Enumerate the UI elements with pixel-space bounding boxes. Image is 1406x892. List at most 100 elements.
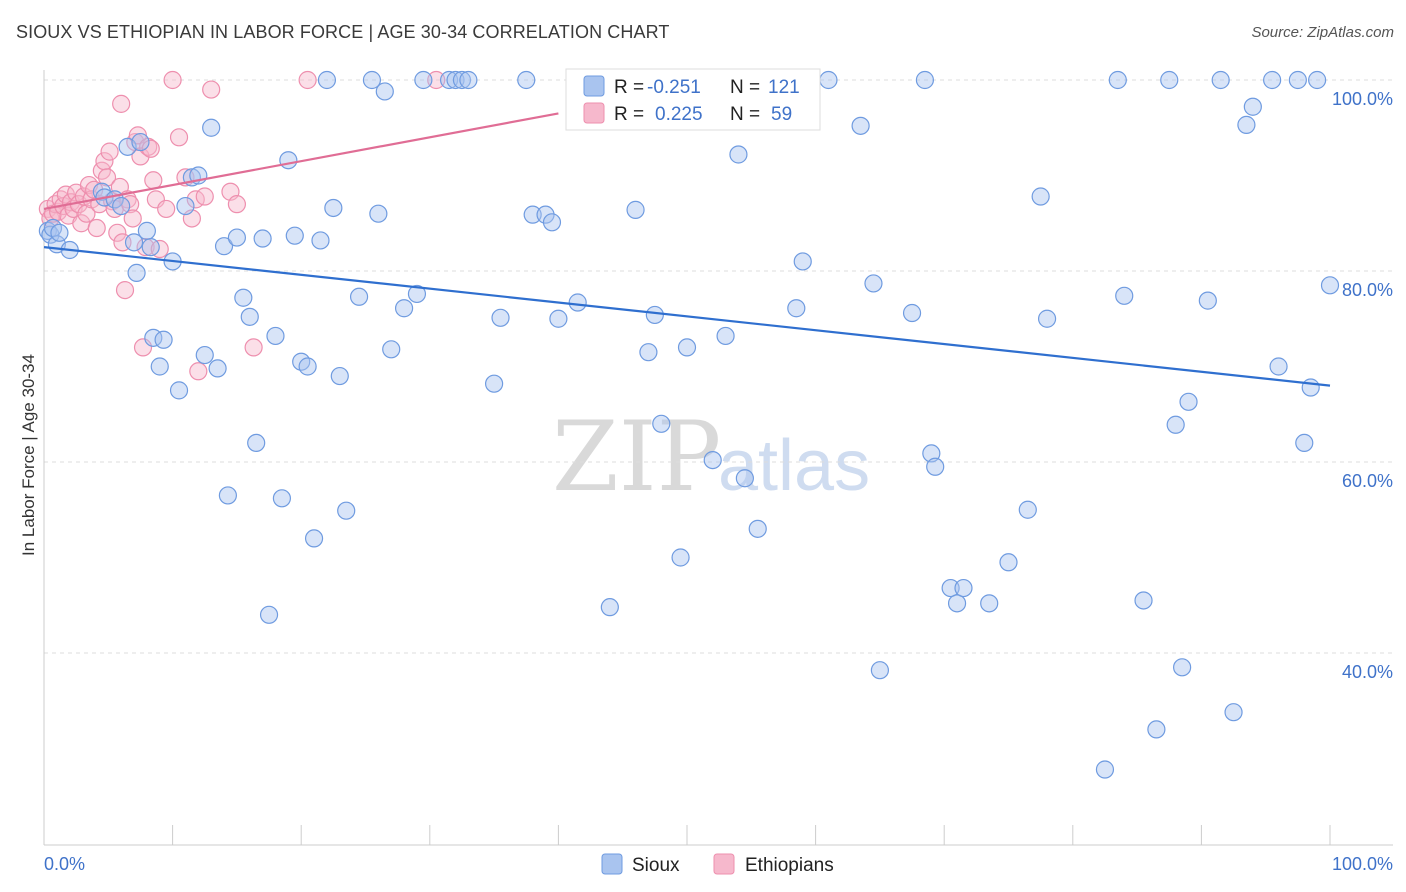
legend-r-label-ethiopians: R = (614, 104, 644, 125)
sioux-point-88 (915, 70, 935, 90)
sioux-point-25 (202, 118, 221, 137)
ethiopians-point-15 (77, 204, 96, 223)
legend-swatch-ethiopians (583, 102, 605, 124)
sioux-point-37 (279, 151, 298, 170)
sioux-point-26 (208, 359, 227, 378)
sioux-point-27 (214, 237, 234, 256)
y-tick-label-0: 40.0% (1342, 662, 1393, 682)
bottom-legend-label-ethiopians: Ethiopians (745, 855, 834, 876)
sioux-point-15 (141, 238, 160, 257)
sioux-point-115 (1288, 70, 1307, 90)
sioux-point-89 (922, 444, 941, 463)
bottom-legend-swatch-ethiopians (713, 853, 735, 875)
ethiopians-point-40 (141, 139, 160, 158)
ethiopians-point-27 (108, 223, 127, 242)
sioux-point-112 (1243, 97, 1262, 116)
ethiopians-point-45 (163, 70, 182, 90)
sioux-point-18 (154, 330, 173, 349)
ethiopians-point-52 (202, 80, 221, 99)
sioux-points (38, 70, 1340, 779)
correlation-legend: R = -0.251 N = 121 R = 0.225 N = 59 (565, 68, 821, 131)
ethiopians-point-43 (150, 239, 169, 259)
sioux-point-71 (645, 305, 664, 325)
ethiopians-point-24 (100, 142, 119, 161)
sioux-point-110 (1224, 703, 1243, 722)
sioux-point-49 (369, 204, 388, 223)
ethiopians-point-19 (87, 218, 106, 238)
y-tick-label-2: 80.0% (1342, 280, 1393, 300)
sioux-point-103 (1147, 720, 1166, 739)
series-legend: Sioux Ethiopians (601, 853, 834, 876)
y-tick-label-1: 60.0% (1342, 471, 1393, 491)
sioux-point-42 (311, 231, 330, 250)
sioux-point-47 (349, 287, 369, 306)
sioux-point-60 (491, 308, 510, 327)
sioux-point-28 (218, 486, 237, 505)
legend-r-value-sioux: -0.251 (647, 77, 701, 98)
sioux-point-17 (150, 357, 169, 376)
sioux-point-96 (1018, 500, 1037, 519)
sioux-point-72 (652, 414, 671, 433)
sioux-point-40 (298, 357, 317, 376)
sioux-point-41 (304, 529, 324, 548)
y-tick-labels: 40.0% 60.0% 80.0% 100.0% (1332, 89, 1393, 682)
sioux-trend-line (43, 246, 1331, 387)
sioux-point-104 (1160, 70, 1179, 90)
sioux-point-94 (980, 594, 999, 613)
sioux-point-93 (954, 578, 973, 598)
sioux-point-12 (127, 263, 146, 283)
sioux-point-119 (1320, 276, 1340, 295)
sioux-point-99 (1095, 760, 1115, 779)
sioux-point-57 (452, 70, 472, 90)
ethiopians-point-41 (144, 171, 163, 190)
sioux-point-32 (247, 433, 266, 452)
sioux-point-85 (864, 274, 883, 293)
sioux-point-86 (870, 661, 890, 680)
legend-swatch-sioux (583, 75, 605, 97)
ethiopians-point-57 (427, 70, 446, 90)
sioux-point-54 (414, 70, 433, 90)
ethiopians-point-50 (189, 362, 208, 381)
sioux-point-62 (523, 205, 542, 224)
sioux-point-106 (1173, 658, 1192, 677)
sioux-point-84 (851, 116, 870, 135)
y-tick-label-3: 100.0% (1332, 89, 1393, 109)
sioux-point-4 (50, 223, 69, 242)
sioux-point-117 (1301, 378, 1320, 397)
ethiopians-point-23 (97, 168, 117, 187)
sioux-point-75 (703, 450, 722, 470)
legend-n-value-sioux: 121 (768, 77, 800, 98)
sioux-point-38 (285, 226, 304, 245)
ethiopians-point-36 (131, 147, 150, 166)
legend-n-label-ethiopians: N = (730, 104, 760, 125)
sioux-point-56 (446, 70, 465, 90)
watermark-zip: ZIP (552, 401, 721, 513)
sioux-point-69 (626, 200, 645, 219)
sioux-point-82 (793, 252, 812, 271)
ethiopians-point-33 (123, 209, 142, 228)
sioux-point-97 (1031, 187, 1050, 206)
chart-title: SIOUX VS ETHIOPIAN IN LABOR FORCE | AGE … (16, 22, 670, 42)
sioux-point-101 (1115, 286, 1134, 305)
sioux-point-9 (112, 196, 131, 216)
sioux-point-79 (748, 519, 767, 538)
x-tick-label-min: 0.0% (44, 854, 85, 874)
x-tick-label-max: 100.0% (1332, 854, 1393, 874)
sioux-point-102 (1134, 591, 1153, 610)
sioux-point-77 (729, 145, 748, 164)
sioux-point-95 (999, 553, 1018, 572)
axes (43, 70, 1393, 846)
sioux-point-21 (176, 196, 195, 216)
ethiopians-point-46 (169, 128, 189, 147)
bottom-legend-label-sioux: Sioux (632, 855, 680, 876)
y-axis-title: In Labor Force | Age 30-34 (19, 354, 38, 556)
watermark-atlas: atlas (718, 426, 870, 506)
sioux-point-83 (819, 70, 838, 90)
sioux-point-52 (394, 299, 414, 318)
sioux-point-46 (337, 501, 356, 520)
sioux-point-67 (600, 598, 619, 617)
ethiopians-point-30 (115, 281, 135, 300)
sioux-point-13 (131, 132, 150, 152)
ethiopians-point-38 (136, 238, 155, 257)
